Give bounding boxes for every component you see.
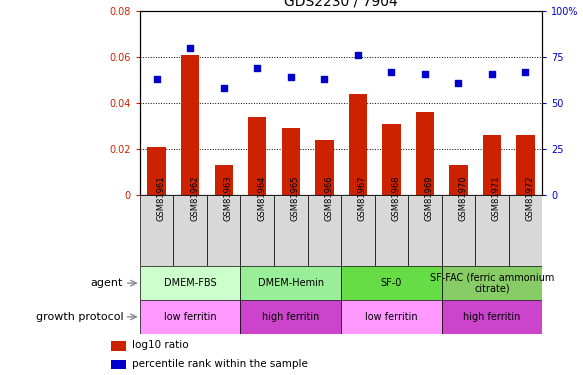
Bar	[475, 195, 508, 266]
Text: GSM81971: GSM81971	[492, 176, 501, 221]
Title: GDS2230 / 7904: GDS2230 / 7904	[284, 0, 398, 9]
Text: GSM81969: GSM81969	[425, 176, 434, 221]
Bar	[441, 195, 475, 266]
Bar	[441, 300, 542, 334]
Text: GSM81962: GSM81962	[190, 176, 199, 221]
Bar	[248, 117, 266, 195]
Bar	[240, 195, 274, 266]
Text: GSM81970: GSM81970	[458, 176, 468, 221]
Point	[353, 53, 363, 58]
Bar	[111, 360, 126, 369]
Bar	[140, 300, 240, 334]
Point	[387, 69, 396, 75]
Text: GSM81972: GSM81972	[525, 176, 535, 221]
Bar	[349, 94, 367, 195]
Bar	[282, 128, 300, 195]
Bar	[341, 195, 374, 266]
Bar	[341, 266, 441, 300]
Bar	[416, 112, 434, 195]
Text: GSM81963: GSM81963	[224, 176, 233, 221]
Text: agent: agent	[91, 278, 123, 288]
Bar	[215, 165, 233, 195]
Bar	[341, 300, 441, 334]
Point	[286, 74, 296, 80]
Bar	[374, 195, 408, 266]
Text: GSM81967: GSM81967	[358, 176, 367, 221]
Point	[319, 76, 329, 82]
Bar	[516, 135, 535, 195]
Text: GSM81964: GSM81964	[257, 176, 266, 221]
Bar	[207, 195, 240, 266]
Bar	[408, 195, 441, 266]
Text: percentile rank within the sample: percentile rank within the sample	[132, 359, 308, 369]
Bar	[315, 140, 333, 195]
Bar	[307, 195, 341, 266]
Bar	[140, 195, 174, 266]
Text: log10 ratio: log10 ratio	[132, 340, 189, 350]
Bar	[382, 124, 401, 195]
Point	[185, 45, 195, 51]
Text: SF-0: SF-0	[381, 278, 402, 288]
Text: low ferritin: low ferritin	[164, 312, 216, 322]
Point	[521, 69, 530, 75]
Bar	[240, 266, 341, 300]
Bar	[449, 165, 468, 195]
Text: GSM81966: GSM81966	[324, 176, 333, 221]
Point	[252, 65, 262, 71]
Bar	[508, 195, 542, 266]
Point	[420, 71, 430, 77]
Bar	[174, 195, 207, 266]
Point	[454, 80, 463, 86]
Bar	[140, 266, 240, 300]
Text: DMEM-Hemin: DMEM-Hemin	[258, 278, 324, 288]
Bar	[147, 147, 166, 195]
Point	[219, 86, 229, 92]
Text: growth protocol: growth protocol	[36, 312, 123, 322]
Bar	[240, 300, 341, 334]
Bar	[274, 195, 308, 266]
Text: GSM81965: GSM81965	[291, 176, 300, 221]
Bar	[483, 135, 501, 195]
Bar	[181, 55, 199, 195]
Text: GSM81961: GSM81961	[157, 176, 166, 221]
Bar	[111, 341, 126, 351]
Text: high ferritin: high ferritin	[463, 312, 521, 322]
Text: high ferritin: high ferritin	[262, 312, 319, 322]
Point	[487, 71, 497, 77]
Bar	[441, 266, 542, 300]
Text: SF-FAC (ferric ammonium
citrate): SF-FAC (ferric ammonium citrate)	[430, 272, 554, 294]
Text: GSM81968: GSM81968	[391, 176, 401, 221]
Text: low ferritin: low ferritin	[365, 312, 417, 322]
Point	[152, 76, 161, 82]
Text: DMEM-FBS: DMEM-FBS	[164, 278, 216, 288]
